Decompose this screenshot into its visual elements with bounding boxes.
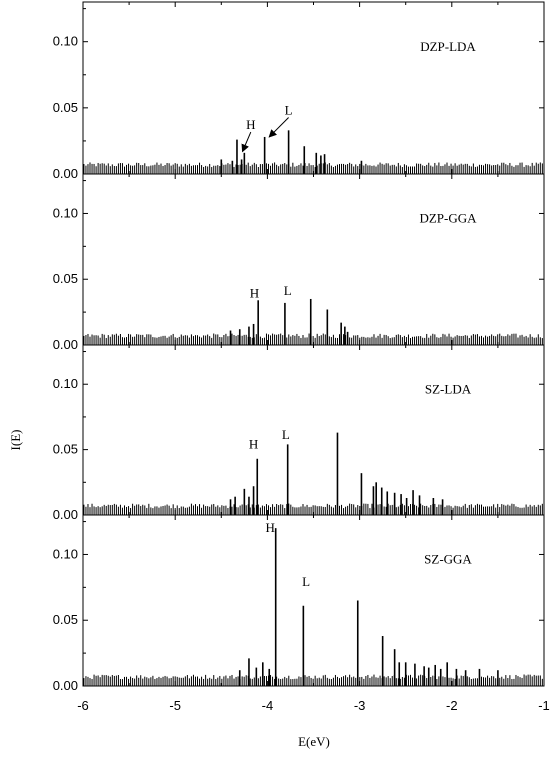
y-tick-label: 0.00	[53, 337, 78, 352]
annotation-h: H	[246, 117, 255, 132]
y-axis-title: I(E)	[8, 430, 23, 451]
noise-bars	[83, 333, 543, 345]
panel-label: DZP-GGA	[419, 211, 477, 226]
x-tick-label: -1	[538, 698, 550, 713]
x-tick-label: -3	[354, 698, 366, 713]
y-tick-label: 0.10	[53, 34, 78, 49]
panel-frame	[82, 514, 545, 687]
x-axis-title: E(eV)	[298, 734, 330, 749]
annotation-l: L	[282, 427, 290, 442]
y-tick-label: 0.10	[53, 376, 78, 391]
x-tick-label: -5	[169, 698, 181, 713]
y-tick-label: 0.05	[53, 271, 78, 286]
y-tick-label: 0.10	[53, 546, 78, 561]
y-tick-label: 0.05	[53, 612, 78, 627]
panel-label: SZ-LDA	[425, 381, 472, 396]
annotation-arrow	[268, 117, 289, 138]
y-tick-label: 0.00	[53, 507, 78, 522]
panel-3: 0.00 0.05 0.10 SZ-LDA H L	[53, 344, 545, 522]
annotation-h: H	[249, 436, 258, 451]
annotation-l: L	[302, 574, 310, 589]
y-tick-label: 0.00	[53, 166, 78, 181]
panels-group: 0.00 0.05 0.10 DZP-LDA H L 0.00 0.05 0.10 DZP-GGA…	[53, 1, 545, 693]
peak-bars	[220, 130, 363, 174]
y-tick-label: 0.05	[53, 100, 78, 115]
panel-4: 0.00 0.05 0.10 SZ-GGA H L	[53, 514, 545, 693]
annotation-l: L	[284, 283, 292, 298]
annotation-h: H	[250, 286, 259, 301]
panel-frame	[82, 173, 545, 346]
y-tick-label: 0.10	[53, 205, 78, 220]
noise-bars	[83, 503, 543, 515]
y-tick-label: 0.00	[53, 678, 78, 693]
panel-frame	[82, 1, 545, 175]
x-tick-label: -4	[262, 698, 274, 713]
panel-2: 0.00 0.05 0.10 DZP-GGA H L	[53, 173, 545, 352]
peak-bars	[238, 528, 499, 686]
noise-bars	[83, 674, 543, 686]
y-tick-label: 0.05	[53, 442, 78, 457]
x-tick-label: -2	[446, 698, 458, 713]
x-axis-ticks: -6 -5 -4 -3 -2 -1	[77, 698, 550, 713]
noise-bars	[83, 162, 543, 174]
annotation-h: H	[265, 520, 274, 535]
peak-bars	[229, 298, 349, 345]
panel-label: DZP-LDA	[420, 39, 476, 54]
x-tick-label: -6	[77, 698, 89, 713]
peak-bars	[229, 432, 444, 515]
annotation-arrow	[241, 131, 252, 153]
panel-frame	[82, 344, 545, 516]
annotation-l: L	[285, 102, 293, 117]
panel-label: SZ-GGA	[424, 552, 472, 567]
panel-1: 0.00 0.05 0.10 DZP-LDA H L	[53, 1, 545, 181]
